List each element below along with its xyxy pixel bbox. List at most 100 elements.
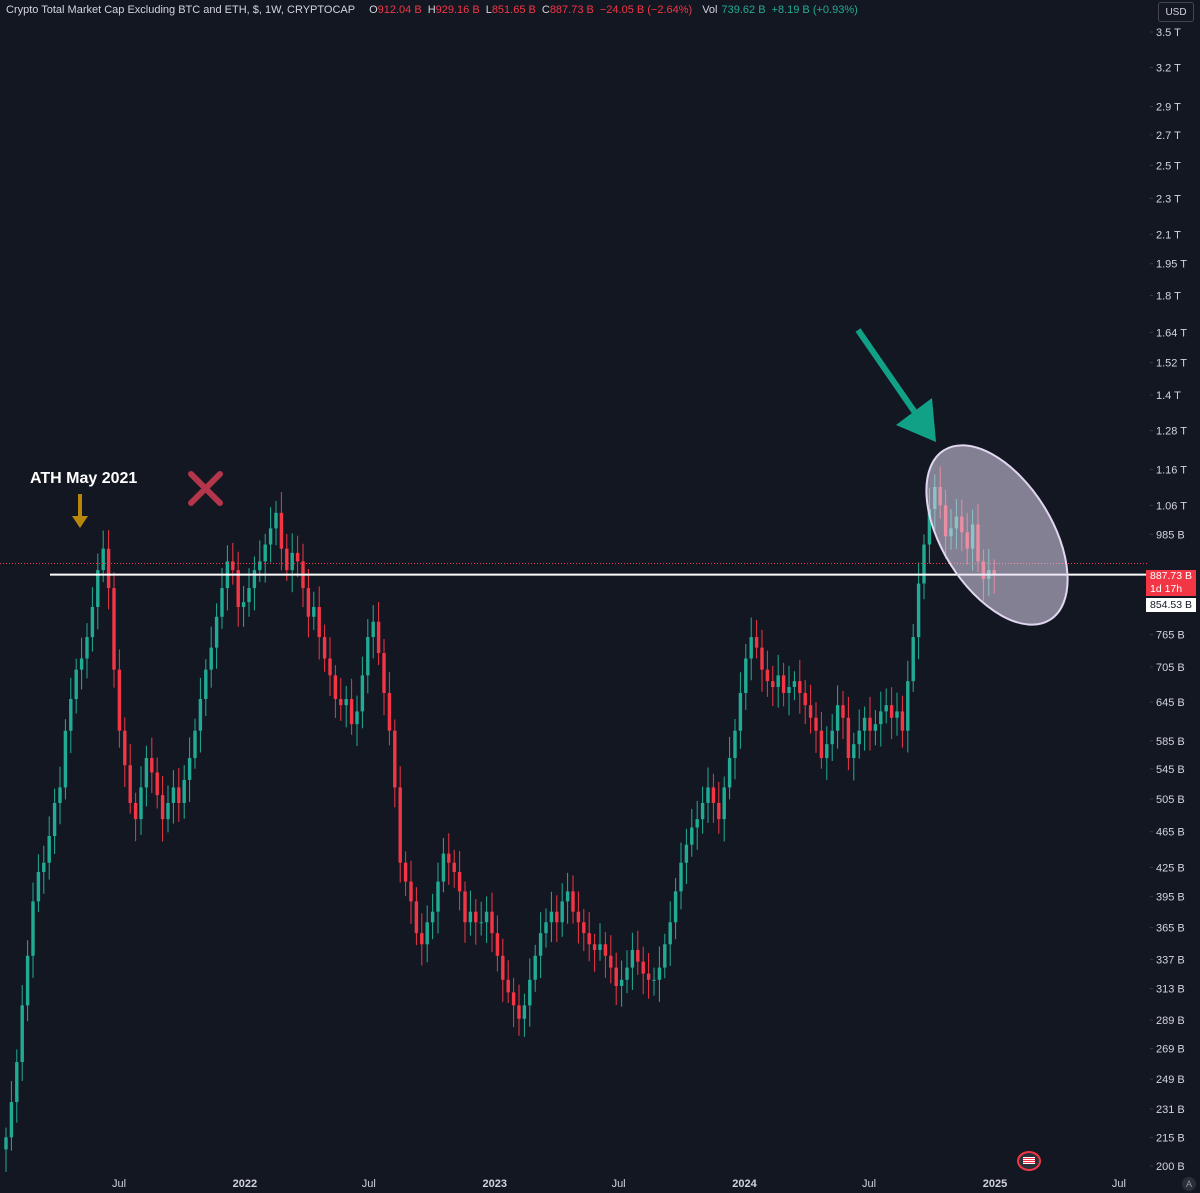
candle[interactable]: [187, 737, 192, 802]
candle[interactable]: [630, 932, 635, 991]
candle[interactable]: [717, 782, 721, 834]
candle[interactable]: [285, 534, 289, 581]
candle[interactable]: [344, 685, 348, 728]
candle[interactable]: [117, 649, 122, 748]
candle[interactable]: [592, 933, 597, 972]
candle[interactable]: [517, 984, 521, 1036]
candle[interactable]: [808, 684, 813, 734]
candle[interactable]: [279, 492, 284, 571]
candle[interactable]: [139, 766, 143, 835]
candle[interactable]: [182, 765, 186, 819]
candle[interactable]: [879, 691, 883, 747]
candle[interactable]: [679, 842, 683, 910]
candle[interactable]: [738, 672, 743, 749]
candle[interactable]: [252, 556, 257, 611]
candle[interactable]: [781, 662, 786, 707]
candle[interactable]: [328, 637, 332, 696]
candle[interactable]: [598, 923, 602, 961]
candle[interactable]: [193, 718, 197, 769]
candle[interactable]: [895, 692, 899, 736]
candle[interactable]: [58, 766, 62, 825]
candle[interactable]: [868, 696, 872, 751]
candle[interactable]: [771, 665, 775, 707]
candle[interactable]: [641, 946, 645, 995]
candle[interactable]: [776, 654, 780, 708]
candle[interactable]: [4, 1127, 8, 1172]
candle[interactable]: [495, 915, 500, 972]
candle[interactable]: [646, 953, 651, 999]
candle[interactable]: [403, 851, 408, 897]
candle[interactable]: [625, 950, 629, 994]
candle[interactable]: [835, 685, 840, 749]
candle[interactable]: [317, 586, 321, 660]
candle[interactable]: [663, 933, 667, 979]
candle[interactable]: [727, 736, 732, 800]
candle[interactable]: [31, 882, 35, 978]
candle[interactable]: [560, 883, 564, 937]
candle[interactable]: [884, 688, 888, 724]
highlight-ellipse[interactable]: [897, 421, 1096, 649]
candle[interactable]: [204, 659, 208, 716]
candle[interactable]: [652, 967, 656, 996]
candle[interactable]: [355, 695, 359, 746]
candle[interactable]: [387, 672, 392, 746]
candle[interactable]: [420, 913, 424, 966]
candle[interactable]: [636, 930, 640, 975]
candle[interactable]: [906, 660, 910, 753]
candle[interactable]: [231, 542, 235, 585]
candle[interactable]: [322, 624, 327, 672]
candle[interactable]: [722, 776, 726, 842]
candle[interactable]: [225, 545, 230, 611]
candle[interactable]: [79, 637, 84, 690]
candle[interactable]: [69, 677, 73, 754]
candle[interactable]: [587, 912, 591, 962]
candle[interactable]: [857, 709, 861, 759]
candle[interactable]: [123, 717, 127, 787]
candle[interactable]: [171, 770, 176, 824]
candle[interactable]: [852, 732, 856, 781]
candle[interactable]: [673, 878, 678, 940]
candle[interactable]: [290, 533, 294, 593]
candle[interactable]: [544, 908, 548, 948]
candle[interactable]: [846, 696, 851, 771]
candle[interactable]: [484, 896, 489, 943]
candle[interactable]: [468, 890, 473, 936]
candle[interactable]: [862, 706, 867, 751]
auto-scale-icon[interactable]: A: [1182, 1177, 1196, 1191]
us-flag-icon[interactable]: [1017, 1151, 1041, 1171]
candle[interactable]: [814, 702, 818, 753]
candle[interactable]: [787, 665, 791, 716]
candle[interactable]: [371, 605, 375, 659]
candle[interactable]: [333, 665, 338, 718]
candle[interactable]: [268, 507, 273, 563]
candle[interactable]: [376, 601, 381, 666]
candle[interactable]: [711, 773, 716, 823]
candle[interactable]: [47, 816, 51, 880]
candle[interactable]: [825, 726, 829, 780]
candle[interactable]: [522, 993, 527, 1037]
ath-annotation[interactable]: ATH May 2021: [30, 470, 138, 487]
candle[interactable]: [830, 713, 834, 762]
candle[interactable]: [614, 952, 618, 1006]
candle[interactable]: [295, 535, 300, 578]
candle[interactable]: [749, 617, 753, 681]
candle[interactable]: [571, 875, 575, 924]
candle[interactable]: [198, 677, 203, 753]
candle[interactable]: [916, 562, 921, 660]
candle[interactable]: [798, 660, 802, 714]
candle[interactable]: [155, 757, 159, 809]
candle[interactable]: [803, 680, 807, 725]
candle[interactable]: [733, 719, 737, 780]
candle[interactable]: [479, 901, 483, 936]
candle[interactable]: [684, 828, 689, 884]
candle[interactable]: [754, 620, 759, 659]
candle[interactable]: [382, 638, 386, 716]
candle[interactable]: [744, 643, 748, 710]
candle[interactable]: [63, 719, 68, 800]
candle[interactable]: [582, 908, 586, 952]
candle[interactable]: [765, 650, 770, 697]
candle[interactable]: [668, 901, 672, 967]
candle[interactable]: [25, 940, 30, 1022]
candle[interactable]: [441, 838, 446, 893]
